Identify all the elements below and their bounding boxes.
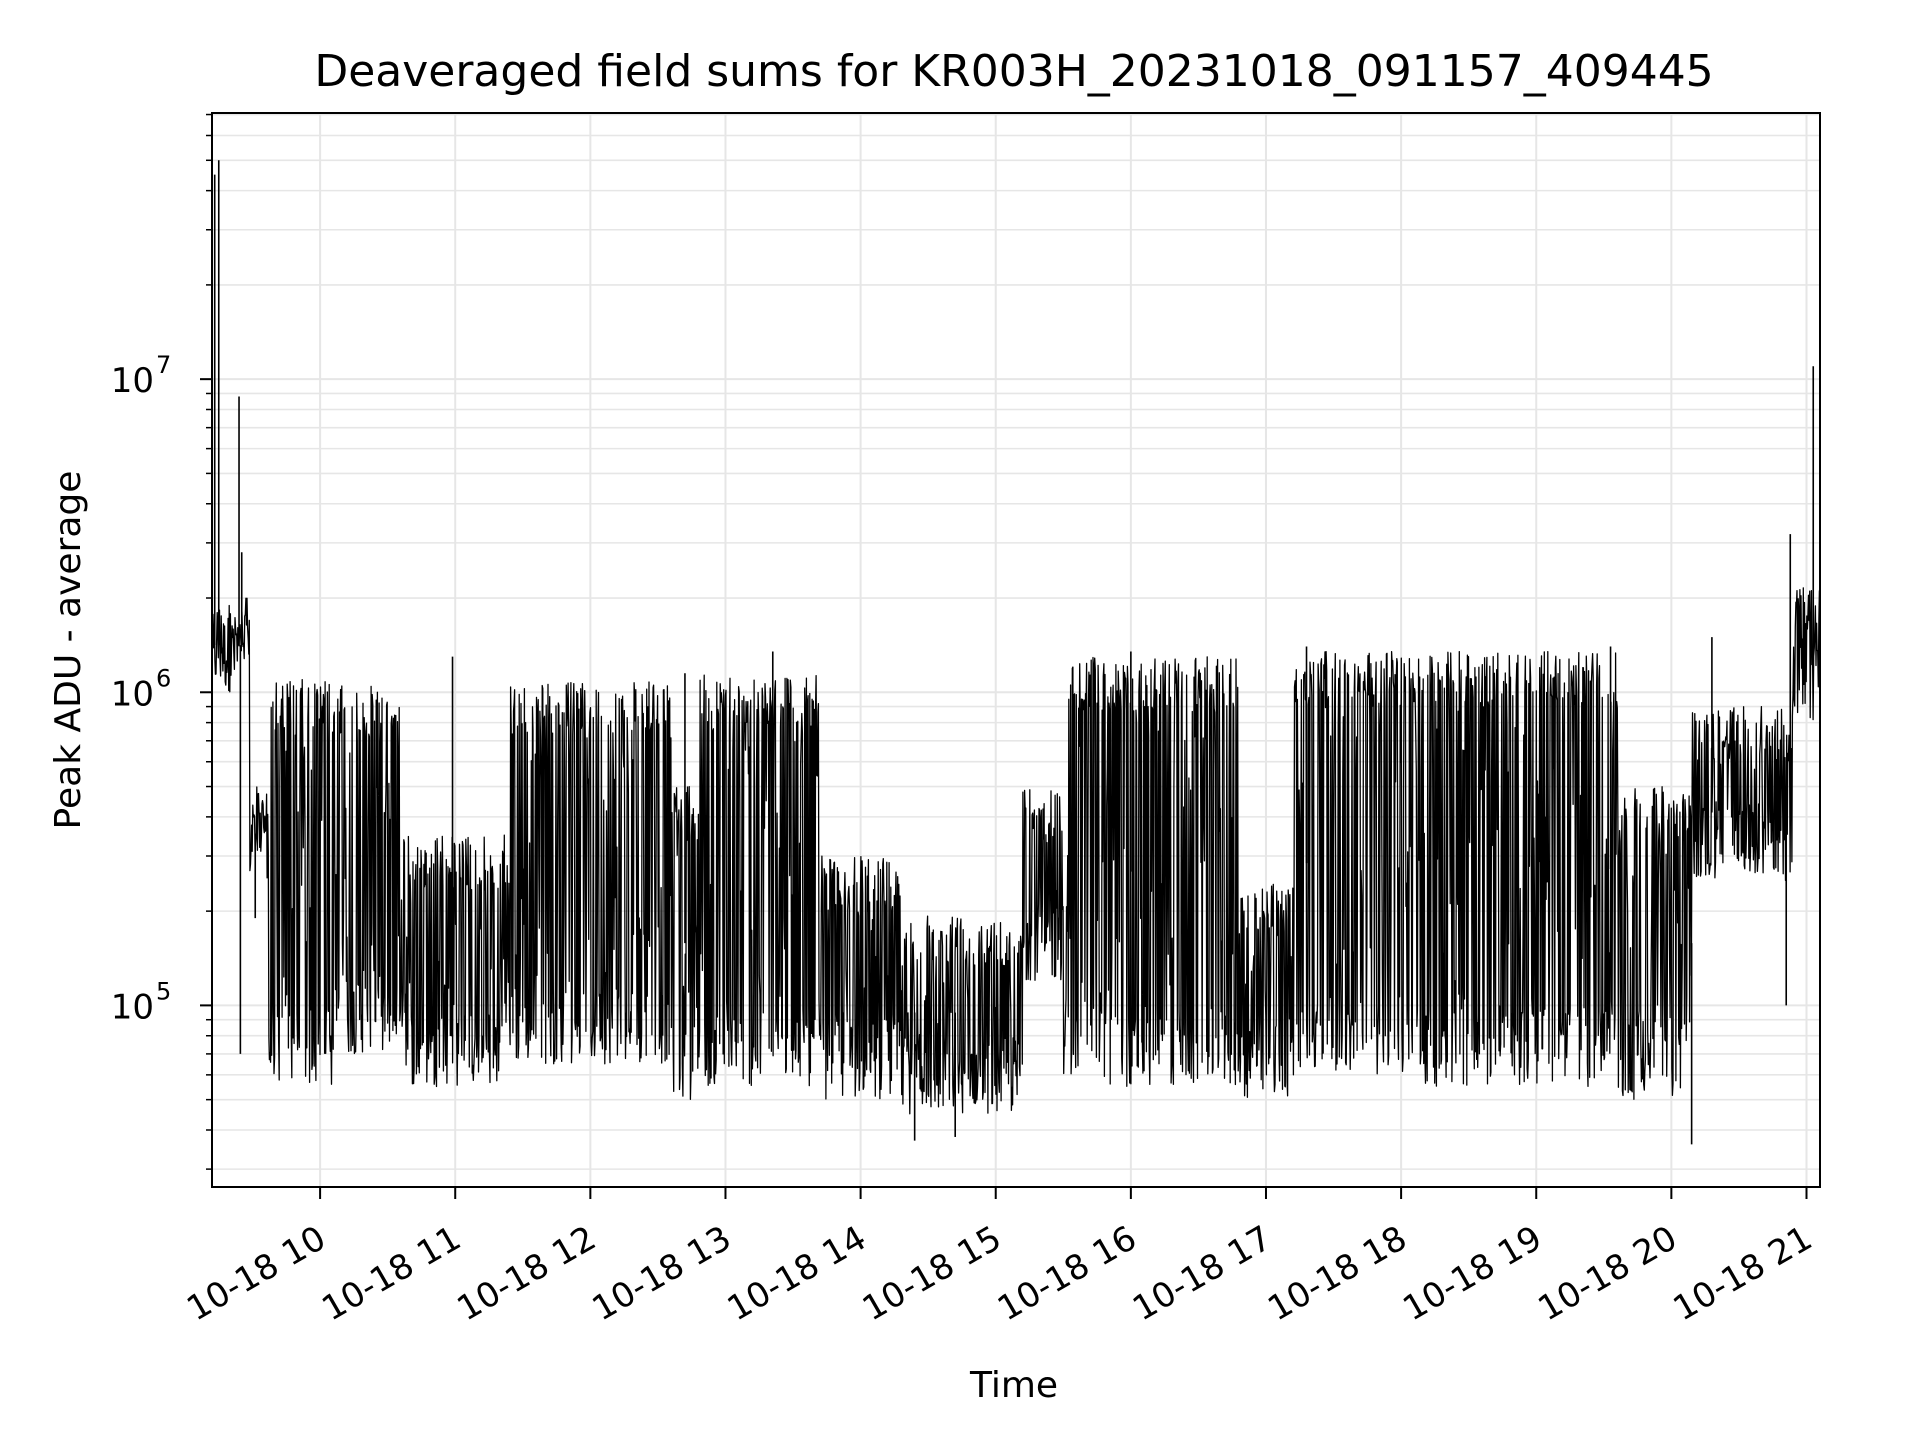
plot-frame bbox=[211, 112, 1821, 1188]
y-tick-label-exponent: 7 bbox=[156, 351, 171, 379]
series-line bbox=[211, 587, 1821, 1115]
x-axis-label: Time bbox=[969, 1365, 1058, 1406]
y-tick-label-exponent: 5 bbox=[156, 977, 171, 1005]
chart-title: Deaveraged field sums for KR003H_2023101… bbox=[314, 46, 1713, 97]
y-axis-label: Peak ADU - average bbox=[48, 471, 89, 830]
y-tick-label-base: 10 bbox=[111, 361, 154, 401]
data-series bbox=[211, 160, 1821, 1145]
y-tick-label-exponent: 6 bbox=[156, 664, 171, 692]
y-tick-label-base: 10 bbox=[111, 987, 154, 1027]
y-tick-label-base: 10 bbox=[111, 674, 154, 714]
